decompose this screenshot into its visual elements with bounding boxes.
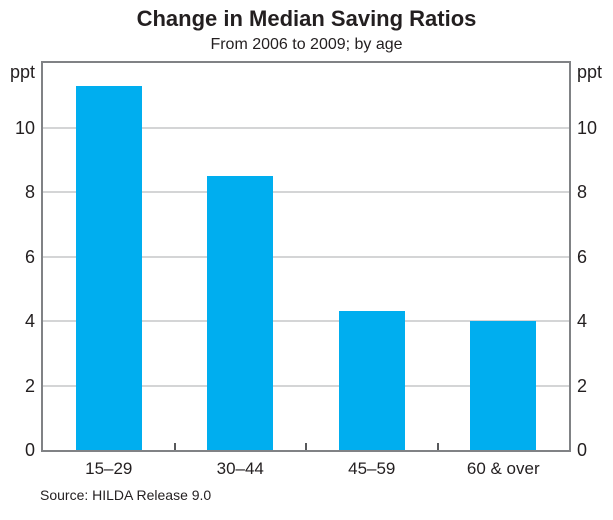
- x-boundary-tick-1: [173, 443, 176, 450]
- x-boundary-tick-2: [305, 443, 307, 450]
- category-label-60 & over: 60 & over: [466, 459, 540, 478]
- y-gridline-6: [43, 255, 569, 258]
- y-gridline-10: [43, 126, 569, 129]
- bar-60 & over: [470, 321, 537, 450]
- y-tick-label-right-8: 8: [577, 182, 588, 202]
- y-gridline-4: [43, 320, 569, 322]
- y-tick-label-right-2: 2: [577, 375, 588, 396]
- y-tick-label-right-10: 10: [577, 117, 598, 138]
- page-title: Change in Median Saving Ratios: [136, 6, 477, 31]
- y-tick-label-left-0: 0: [24, 440, 35, 460]
- y-tick-label-right-4: 4: [577, 311, 588, 331]
- category-label-30–44: 30–44: [216, 459, 264, 478]
- bar-45–59: [338, 311, 405, 450]
- y-gridline-8: [43, 191, 569, 193]
- y-tick-label-right-0: 0: [577, 440, 588, 460]
- chart-subtitle: From 2006 to 2009; by age: [210, 36, 403, 53]
- y-tick-label-left-2: 2: [24, 375, 35, 396]
- y-gridline-2: [43, 384, 569, 387]
- x-boundary-tick-3: [436, 443, 439, 450]
- y-tick-label-left-8: 8: [24, 182, 35, 202]
- plot-area: [41, 61, 571, 452]
- y-tick-label-left-10: 10: [14, 117, 35, 138]
- source-note: Source: HILDA Release 9.0: [40, 487, 212, 503]
- y-tick-label-left-6: 6: [24, 246, 35, 267]
- y-axis-unit-left: ppt: [9, 62, 35, 82]
- category-label-15–29: 15–29: [85, 459, 133, 478]
- category-label-45–59: 45–59: [348, 459, 396, 478]
- bar-30–44: [207, 175, 274, 450]
- y-tick-label-left-4: 4: [24, 311, 35, 331]
- bar-15–29: [75, 85, 142, 450]
- y-tick-label-right-6: 6: [577, 246, 588, 267]
- y-axis-unit-right: ppt: [577, 62, 603, 82]
